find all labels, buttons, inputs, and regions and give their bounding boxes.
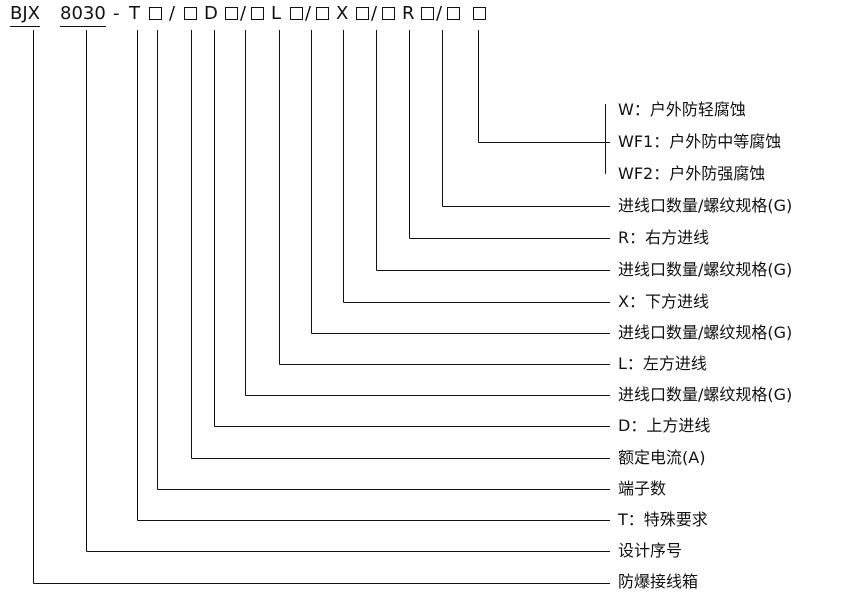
placeholder-box-x-thread	[382, 7, 395, 20]
desc-x-spec: 进线口数量/螺纹规格(G)	[618, 260, 793, 279]
code-letter-r: R	[402, 3, 415, 24]
placeholder-box-l-count	[290, 7, 303, 20]
code-slash: /	[305, 3, 312, 24]
code-slash: /	[169, 3, 176, 24]
placeholder-box-d-thread	[251, 7, 264, 20]
placeholder-box-corrosion	[473, 7, 486, 20]
desc-box: 防爆接线箱	[618, 572, 699, 591]
placeholder-box-r-count	[421, 7, 434, 20]
code-series: 8030	[60, 2, 106, 27]
code-letter-l: L	[271, 3, 282, 24]
desc-r: R：右方进线	[618, 228, 710, 247]
desc-design: 设计序号	[618, 541, 683, 560]
desc-t: T：特殊要求	[618, 510, 708, 529]
desc-x: X：下方进线	[618, 292, 709, 311]
code-dash: -	[113, 3, 120, 24]
desc-l: L：左方进线	[618, 354, 707, 373]
code-slash: /	[240, 3, 247, 24]
placeholder-box-x-count	[356, 7, 369, 20]
code-slash: /	[436, 3, 443, 24]
desc-d-spec: 进线口数量/螺纹规格(G)	[618, 385, 793, 404]
desc-d: D：上方进线	[618, 416, 711, 435]
desc-l-spec: 进线口数量/螺纹规格(G)	[618, 323, 793, 342]
placeholder-box-current	[184, 7, 197, 20]
desc-terminals: 端子数	[618, 479, 667, 498]
code-prefix: BJX	[10, 2, 40, 27]
code-letter-d: D	[204, 3, 218, 24]
desc-w: W：户外防轻腐蚀	[618, 100, 746, 119]
code-letter-x: X	[336, 3, 349, 24]
placeholder-box-l-thread	[316, 7, 329, 20]
placeholder-box-d-count	[225, 7, 238, 20]
code-letter-t: T	[129, 3, 140, 24]
desc-r-spec: 进线口数量/螺纹规格(G)	[618, 196, 793, 215]
desc-wf1: WF1：户外防中等腐蚀	[618, 132, 782, 151]
desc-wf2: WF2：户外防强腐蚀	[618, 164, 766, 183]
placeholder-box-r-thread	[447, 7, 460, 20]
placeholder-box-terminals	[149, 7, 162, 20]
desc-current: 额定电流(A)	[618, 448, 706, 467]
code-slash: /	[371, 3, 378, 24]
